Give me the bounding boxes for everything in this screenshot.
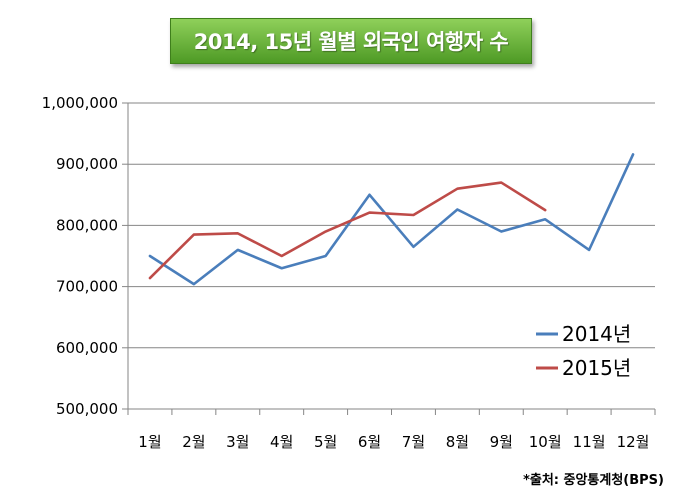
y-tick-labels: 500,000 600,000 700,000 800,000 900,000 1,000… (42, 94, 118, 418)
x-tick-label: 5월 (314, 433, 337, 451)
y-tick-label: 1,000,000 (42, 94, 118, 112)
x-tick-label: 2월 (182, 433, 205, 451)
axes (122, 102, 656, 415)
legend: 2014년 2015년 (536, 322, 631, 380)
source-note: *출처: 중앙통계청(BPS) (523, 473, 664, 488)
y-tick-label: 500,000 (56, 400, 118, 418)
x-tick-label: 3월 (226, 433, 249, 451)
legend-label: 2015년 (562, 356, 631, 380)
x-tick-label: 1월 (138, 433, 161, 451)
series-line-2014년 (148, 153, 635, 286)
x-tick-label: 9월 (490, 433, 513, 451)
x-tick-label: 8월 (446, 433, 469, 451)
x-tick-label: 7월 (402, 433, 425, 451)
x-tick-label: 6월 (358, 433, 381, 451)
x-tick-label: 11월 (573, 433, 606, 451)
legend-label: 2014년 (562, 322, 631, 346)
series-lines (148, 153, 635, 286)
x-tick-labels: 1월 2월 3월 4월 5월 6월 7월 8월 9월 10월 11월 12월 (138, 433, 649, 451)
y-tick-label: 600,000 (56, 339, 118, 357)
y-tick-label: 700,000 (56, 278, 118, 296)
x-tick-label: 4월 (270, 433, 293, 451)
x-tick-label: 10월 (529, 433, 562, 451)
gridlines (128, 102, 655, 349)
y-tick-label: 900,000 (56, 155, 118, 173)
chart-title-box: 2014, 15년 월별 외국인 여행자 수 (170, 18, 532, 64)
y-tick-label: 800,000 (56, 216, 118, 234)
series-line-2015년 (148, 181, 547, 280)
x-tick-label: 12월 (617, 433, 650, 451)
chart-title: 2014, 15년 월별 외국인 여행자 수 (193, 30, 509, 54)
